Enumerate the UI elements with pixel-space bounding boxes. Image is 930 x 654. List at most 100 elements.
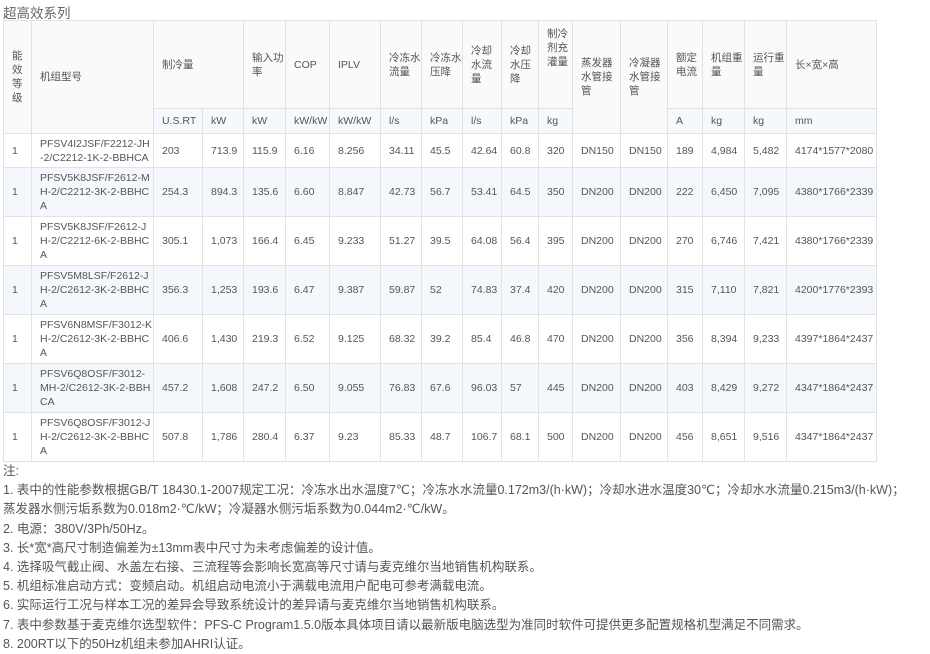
table-cell: 60.8 xyxy=(501,133,539,168)
header-chw-flow: 冷冻水流量 xyxy=(380,20,422,109)
table-cell: 219.3 xyxy=(243,314,286,364)
table-cell: 115.9 xyxy=(243,133,286,168)
table-cell: DN200 xyxy=(572,314,621,364)
table-cell: 500 xyxy=(538,412,573,462)
table-cell: 4174*1577*2080 xyxy=(786,133,877,168)
table-cell: 9.125 xyxy=(329,314,381,364)
table-cell: 4397*1864*2437 xyxy=(786,314,877,364)
table-cell: 9,233 xyxy=(744,314,787,364)
units-row: U.S.RT kW kW kW/kW kW/kW l/s kPa l/s kPa… xyxy=(3,108,877,134)
table-cell: 42.73 xyxy=(380,167,422,217)
table-cell: 7,821 xyxy=(744,265,787,315)
note-line: 2. 电源：380V/3Ph/50Hz。 xyxy=(3,521,155,536)
table-cell: 4347*1864*2437 xyxy=(786,363,877,413)
model-cell: PFSV5K8JSF/F2612-MH-2/C2212-3K-2-BBHCA xyxy=(31,167,154,217)
model-cell: PFSV4I2JSF/F2212-JH-2/C2212-1K-2-BBHCA xyxy=(31,133,154,168)
table-cell: 8.256 xyxy=(329,133,381,168)
table-cell: 4200*1776*2393 xyxy=(786,265,877,315)
unit-cell: kW/kW xyxy=(329,108,381,134)
model-cell: PFSV6N8MSF/F3012-KH-2/C2612-3K-2-BBHCA xyxy=(31,314,154,364)
header-dims: 长×宽×高 xyxy=(786,20,877,109)
table-cell: 6,450 xyxy=(702,167,745,217)
table-cell: 9,272 xyxy=(744,363,787,413)
table-cell: DN200 xyxy=(620,314,668,364)
table-cell: 8,394 xyxy=(702,314,745,364)
table-cell: 1,608 xyxy=(202,363,244,413)
unit-cell: kW xyxy=(243,108,286,134)
header-refrigerant: 制冷剂充灌量 xyxy=(538,20,573,109)
table-cell: 457.2 xyxy=(153,363,203,413)
table-cell: 1 xyxy=(3,216,32,266)
table-cell: 1,786 xyxy=(202,412,244,462)
table-cell: 193.6 xyxy=(243,265,286,315)
table-cell: 34.11 xyxy=(380,133,422,168)
table-cell: 280.4 xyxy=(243,412,286,462)
table-cell: 64.08 xyxy=(462,216,502,266)
table-cell: 85.33 xyxy=(380,412,422,462)
section-title: 超高效系列 xyxy=(3,6,71,21)
table-cell: 894.3 xyxy=(202,167,244,217)
unit-cell: l/s xyxy=(380,108,422,134)
table-cell: 85.4 xyxy=(462,314,502,364)
table-cell: 4380*1766*2339 xyxy=(786,167,877,217)
table-cell: 5,482 xyxy=(744,133,787,168)
note-line: 3. 长*宽*高尺寸制造偏差为±13mm表中尺寸为未考虑偏差的设计值。 xyxy=(3,540,381,555)
table-cell: 350 xyxy=(538,167,573,217)
note-line: 7. 表中参数基于麦克维尔选型软件：PFS-C Program1.5.0版本具体… xyxy=(3,617,809,632)
header-grade: 能效等级 xyxy=(3,20,32,134)
table-cell: 305.1 xyxy=(153,216,203,266)
header-cw-flow: 冷却水流量 xyxy=(462,20,502,109)
header-power: 输入功率 xyxy=(243,20,286,109)
note-line: 注: xyxy=(3,464,19,478)
table-cell: 64.5 xyxy=(501,167,539,217)
table-cell: 56.7 xyxy=(421,167,463,217)
table-cell: 1 xyxy=(3,314,32,364)
table-cell: 8.847 xyxy=(329,167,381,217)
table-cell: 9.233 xyxy=(329,216,381,266)
table-cell: 166.4 xyxy=(243,216,286,266)
table-cell: 48.7 xyxy=(421,412,463,462)
table-cell: 456 xyxy=(667,412,703,462)
unit-cell: mm xyxy=(786,108,877,134)
unit-cell: kg xyxy=(702,108,745,134)
table-cell: 45.5 xyxy=(421,133,463,168)
spec-table: 能效等级 机组型号 制冷量 输入功率 COP IPLV 冷冻水流量 冷冻水压降 … xyxy=(3,20,877,462)
table-cell: 203 xyxy=(153,133,203,168)
table-cell: 1 xyxy=(3,265,32,315)
table-cell: 247.2 xyxy=(243,363,286,413)
header-capacity: 制冷量 xyxy=(153,20,244,109)
table-cell: 1 xyxy=(3,412,32,462)
table-cell: 6,746 xyxy=(702,216,745,266)
table-cell: 403 xyxy=(667,363,703,413)
table-cell: DN200 xyxy=(620,265,668,315)
table-cell: 6.37 xyxy=(285,412,330,462)
table-cell: 74.83 xyxy=(462,265,502,315)
table-cell: 1 xyxy=(3,167,32,217)
unit-cell: kPa xyxy=(421,108,463,134)
table-row: 1 PFSV6Q8OSF/F3012-JH-2/C2612-3K-2-BBHCA 5… xyxy=(3,412,877,462)
table-cell: 9.387 xyxy=(329,265,381,315)
unit-cell: kg xyxy=(744,108,787,134)
table-cell: 56.4 xyxy=(501,216,539,266)
table-row: 1 PFSV5K8JSF/F2612-JH-2/C2212-6K-2-BBHCA 3… xyxy=(3,216,877,266)
table-cell: DN200 xyxy=(620,412,668,462)
table-cell: DN200 xyxy=(572,363,621,413)
table-cell: 4380*1766*2339 xyxy=(786,216,877,266)
table-cell: 445 xyxy=(538,363,573,413)
header-op-weight: 运行重量 xyxy=(744,20,787,109)
table-row: 1 PFSV5M8LSF/F2612-JH-2/C2612-3K-2-BBHCA 3… xyxy=(3,265,877,315)
header-evap-pipe: 蒸发器水管接管 xyxy=(572,20,621,134)
note-line: 5. 机组标准启动方式：变频启动。机组启动电流小于满载电流用户配电可参考满载电流… xyxy=(3,579,492,594)
table-cell: 315 xyxy=(667,265,703,315)
notes: 注: 1. 表中的性能参数根据GB/T 18430.1-2007规定工况：冷冻水出… xyxy=(3,462,928,654)
table-cell: 52 xyxy=(421,265,463,315)
table-cell: 6.45 xyxy=(285,216,330,266)
table-cell: DN200 xyxy=(572,216,621,266)
model-cell: PFSV6Q8OSF/F3012-JH-2/C2612-3K-2-BBHCA xyxy=(31,412,154,462)
table-row: 1 PFSV6Q8OSF/F3012-MH-2/C2612-3K-2-BBHCA 4… xyxy=(3,363,877,413)
header-row: 能效等级 机组型号 制冷量 输入功率 COP IPLV 冷冻水流量 冷冻水压降 … xyxy=(3,20,877,134)
table-cell: 1,430 xyxy=(202,314,244,364)
table-cell: 68.32 xyxy=(380,314,422,364)
model-cell: PFSV5M8LSF/F2612-JH-2/C2612-3K-2-BBHCA xyxy=(31,265,154,315)
table-cell: 1,073 xyxy=(202,216,244,266)
